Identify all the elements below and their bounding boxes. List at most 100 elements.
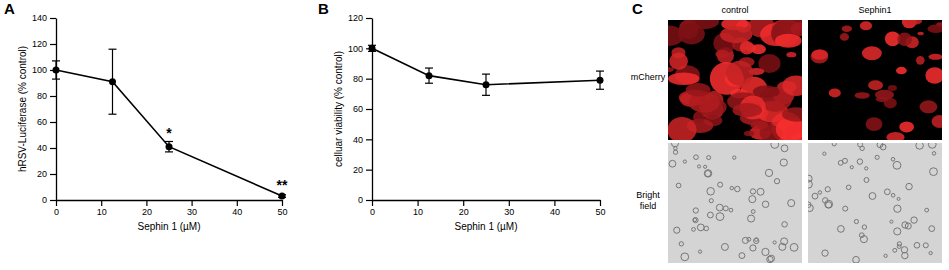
cell [829, 88, 841, 97]
cell [720, 26, 752, 43]
axis-line [57, 200, 283, 201]
cell [735, 186, 740, 191]
cell [853, 256, 860, 263]
cell [694, 155, 699, 160]
image-background [808, 143, 942, 263]
axis-line [56, 19, 57, 201]
cell [693, 208, 698, 213]
tick-label: 100 [348, 44, 363, 54]
cell [865, 117, 882, 131]
cell [750, 245, 756, 251]
cell [744, 131, 754, 136]
tick: 20 [37, 169, 56, 179]
cell [673, 150, 677, 154]
cell [894, 205, 901, 212]
cell [757, 188, 764, 195]
error-cap [596, 70, 604, 71]
error-bar [109, 49, 117, 114]
cell [782, 107, 802, 122]
cell [812, 193, 818, 199]
data-point [109, 78, 116, 85]
cell [781, 145, 788, 152]
data-point [53, 67, 60, 74]
cell [775, 34, 802, 48]
cell [749, 196, 756, 203]
tick: 50 [277, 200, 287, 217]
cell [902, 222, 908, 228]
annotation: ** [277, 177, 288, 193]
tick-label: 0 [370, 207, 375, 217]
tick: 0 [42, 195, 56, 205]
tick-label: 0 [42, 195, 47, 205]
tick-mark [237, 200, 238, 206]
cell [929, 251, 932, 254]
error-cap [425, 83, 433, 84]
cell [808, 180, 812, 188]
cell [765, 169, 772, 176]
fluorescence-image [808, 20, 942, 140]
cell [679, 242, 683, 246]
tick-label: 80 [37, 91, 47, 101]
cell [704, 165, 707, 168]
cell [928, 54, 942, 60]
tick-mark [366, 139, 372, 140]
cell [674, 227, 680, 233]
cell [748, 215, 755, 222]
cell [753, 86, 780, 98]
image-background [668, 143, 802, 263]
tick-label: 40 [37, 143, 47, 153]
cell [762, 248, 769, 255]
cell [842, 158, 847, 163]
cell [704, 170, 711, 177]
cell [902, 252, 908, 258]
tick-mark [366, 18, 372, 19]
fluorescence-image [668, 20, 802, 140]
error-cap [109, 114, 117, 115]
data-point [279, 193, 286, 200]
cell [754, 238, 759, 243]
cell [818, 191, 821, 194]
cell [928, 143, 936, 148]
error-bar [482, 74, 490, 95]
tick: 60 [353, 104, 372, 114]
error-cap [425, 67, 433, 68]
tick: 60 [37, 117, 56, 127]
tick-label: 40 [550, 207, 560, 217]
cell [825, 187, 830, 192]
tick-label: 40 [353, 135, 363, 145]
tick-label: 30 [187, 207, 197, 217]
plot-area [52, 49, 286, 199]
tick-mark [101, 200, 102, 206]
error-cap [482, 95, 490, 96]
tick: 30 [504, 200, 514, 217]
cell [932, 152, 936, 156]
tick-label: 10 [413, 207, 423, 217]
error-bar [52, 61, 60, 79]
data-point [369, 45, 376, 52]
cell [865, 167, 868, 170]
tick: 20 [459, 200, 469, 217]
cell [812, 49, 828, 60]
cell [917, 32, 923, 35]
cell [891, 157, 895, 161]
panel-label: A [4, 0, 15, 17]
cell [823, 152, 826, 155]
tick-mark [372, 200, 373, 206]
cell [897, 32, 912, 46]
column-label: control [721, 5, 748, 15]
tick-mark [366, 200, 372, 201]
cell [707, 212, 713, 218]
error-bar [425, 68, 433, 83]
tick-label: 50 [595, 207, 605, 217]
cell [888, 85, 897, 91]
error-cap [109, 49, 117, 50]
cell [914, 242, 920, 248]
cell [929, 226, 935, 232]
x-axis-title: Sephin 1 (µM) [454, 221, 517, 232]
y-axis-title: celluar viability (% control) [333, 51, 344, 167]
tick-mark [50, 148, 56, 149]
cell [868, 80, 883, 90]
cell [693, 111, 704, 122]
cell [709, 199, 713, 203]
row-label: mCherry [631, 72, 666, 82]
